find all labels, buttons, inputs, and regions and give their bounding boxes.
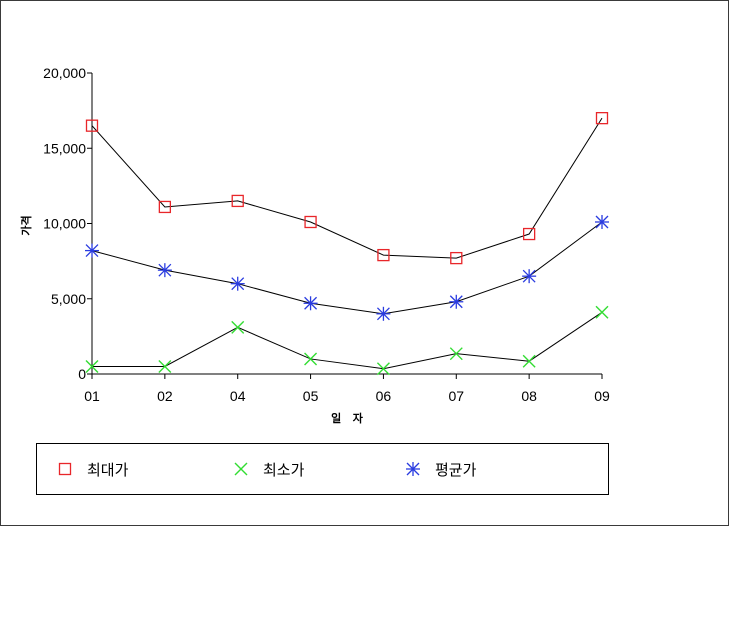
x-stroke: [522, 354, 536, 368]
x-tick-label: 07: [448, 388, 464, 404]
y-tick-label: 20,000: [43, 65, 86, 81]
series-line-1: [91, 117, 603, 259]
x-stroke: [304, 352, 318, 366]
legend-label: 최소가: [263, 460, 305, 479]
legend-label: 최대가: [87, 460, 129, 479]
data-point-x: [304, 352, 318, 366]
data-point-asterisk: [85, 243, 99, 258]
data-point-square: [231, 194, 244, 208]
legend-marker-shape: [58, 462, 72, 476]
legend-label: 평균가: [435, 460, 477, 479]
data-point-x: [522, 354, 536, 368]
x-stroke: [158, 359, 172, 373]
legend-item: 최소가: [233, 444, 304, 494]
x-stroke: [376, 362, 390, 376]
legend-item: 평균가: [405, 444, 476, 494]
x-tick-label: 05: [303, 388, 319, 404]
series-line-3: [91, 221, 603, 315]
x-tick-label: 08: [521, 388, 537, 404]
line-chart: 0 5,000 10,000 15,000 20,000 01 02 04 05 06 07 08 09…: [19, 65, 610, 425]
data-point-x: [449, 347, 463, 361]
x-stroke: [85, 359, 99, 373]
data-point-asterisk: [376, 306, 391, 321]
data-point-asterisk: [595, 214, 609, 229]
x-stroke: [449, 347, 463, 361]
series-lines: [91, 117, 603, 370]
x-stroke: [234, 462, 248, 476]
series-line-2: [92, 311, 603, 370]
data-point-asterisk: [303, 296, 318, 311]
y-tick-label: 0: [78, 366, 86, 382]
x-axis-label: 일 자: [331, 411, 364, 425]
y-tick-label: 5,000: [51, 291, 86, 307]
data-point-square: [85, 119, 99, 132]
data-point-asterisk: [449, 294, 464, 309]
x-tick-label: 06: [376, 388, 392, 404]
legend-marker-x: [234, 462, 248, 476]
y-tick-label: 10,000: [43, 216, 86, 232]
x-tick-label: 04: [230, 388, 246, 404]
data-point-square: [450, 251, 463, 265]
data-point-square: [377, 248, 390, 262]
data-point-asterisk: [157, 263, 172, 278]
data-point-square: [522, 227, 536, 241]
legend-marker-square: [58, 462, 72, 476]
data-point-asterisk: [230, 276, 245, 291]
data-point-square: [158, 200, 172, 214]
chart-axes: 0 5,000 10,000 15,000 20,000 01 02 04 05 06 07 08 09: [43, 65, 610, 404]
legend-marker-shape: [234, 462, 248, 476]
legend-marker-shape: [406, 462, 420, 476]
y-tick-label: 15,000: [43, 140, 86, 156]
data-point-x: [158, 359, 172, 373]
y-axis-label: 가격: [19, 215, 33, 235]
x-tick-label: 01: [84, 388, 100, 404]
data-point-x: [231, 320, 245, 334]
data-point-square: [595, 112, 609, 125]
chart-frame: [0, 0, 729, 526]
data-point-x: [85, 359, 99, 373]
data-point-x: [376, 362, 390, 376]
x-tick-label: 09: [594, 388, 610, 404]
series-markers: [85, 112, 609, 376]
data-point-x: [595, 305, 609, 319]
chart-legend: 최대가 최소가 평균가: [36, 443, 609, 495]
data-point-square: [304, 215, 317, 229]
data-point-asterisk: [522, 269, 537, 284]
legend-item: 최대가: [57, 444, 128, 494]
x-stroke: [231, 320, 245, 334]
x-stroke: [595, 305, 609, 319]
legend-marker-asterisk: [406, 462, 420, 476]
x-tick-label: 02: [157, 388, 173, 404]
